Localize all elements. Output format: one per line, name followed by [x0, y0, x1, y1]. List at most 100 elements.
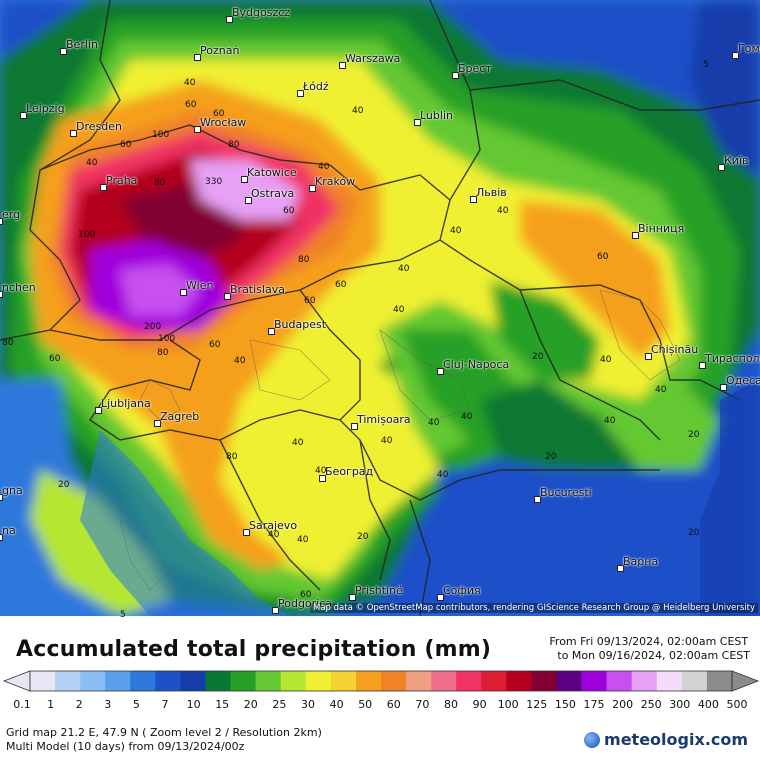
city-label: Kraków [315, 175, 356, 188]
city-label: Ostrava [251, 187, 295, 200]
city-marker [194, 126, 201, 133]
city-label: Львів [476, 186, 507, 199]
city-marker [297, 90, 304, 97]
contour-value: 80 [2, 338, 14, 348]
city-marker [617, 565, 624, 572]
legend-label: 200 [612, 698, 634, 711]
legend-swatch [406, 671, 432, 691]
city-label: Poznań [200, 44, 240, 57]
legend-swatch [506, 671, 532, 691]
city-label: Zagreb [160, 410, 200, 423]
contour-value: 60 [209, 340, 221, 350]
legend-label: 20 [243, 698, 258, 711]
legend-swatch [531, 671, 557, 691]
city-marker [720, 384, 727, 391]
legend-swatch [631, 671, 658, 691]
city-label: Wien [186, 279, 214, 292]
contour-value: 80 [298, 255, 310, 265]
grid-coordinates: Grid map 21.2 E, 47.9 N ( Zoom level 2 /… [6, 726, 322, 739]
city-marker [437, 594, 444, 601]
legend-label: 250 [640, 698, 662, 711]
contour-value: 40 [604, 416, 616, 426]
contour-value: 80 [228, 140, 240, 150]
contour-value: 40 [398, 264, 410, 274]
contour-value: 40 [381, 436, 393, 446]
legend-label: 10 [186, 698, 201, 711]
legend-label: 400 [697, 698, 719, 711]
contour-value: 40 [297, 535, 309, 545]
city-label: Wrocław [200, 116, 247, 129]
legend-swatch [556, 671, 582, 691]
contour-value: 60 [304, 296, 316, 306]
city-marker [645, 353, 652, 360]
legend-swatch [305, 671, 332, 691]
contour-value: 40 [437, 470, 449, 480]
map-attribution[interactable]: Map data © OpenStreetMap contributors, r… [310, 603, 758, 613]
city-label: Timișoara [357, 413, 411, 426]
city-marker [0, 494, 3, 501]
city-marker [70, 130, 77, 137]
city-marker [60, 48, 67, 55]
city-marker [351, 423, 358, 430]
legend-label: 15 [215, 698, 230, 711]
contour-value: 20 [688, 528, 700, 538]
grid-info: Grid map 21.2 E, 47.9 N ( Zoom level 2 /… [6, 726, 322, 754]
legend-label: 300 [669, 698, 691, 711]
legend-swatch [105, 671, 131, 691]
legend-swatch [30, 671, 56, 691]
city-marker [245, 197, 252, 204]
contour-value: 60 [300, 590, 312, 600]
city-marker [699, 362, 706, 369]
city-marker [20, 112, 27, 119]
city-label: Budapest [274, 318, 327, 331]
legend-swatch [55, 671, 81, 691]
city-label: Bratislava [230, 283, 285, 296]
legend-label: 175 [583, 698, 605, 711]
legend-label: 2 [75, 698, 83, 711]
city-label: nchen [2, 281, 36, 294]
precip-field [0, 0, 760, 616]
city-marker [0, 218, 3, 225]
legend-swatch [606, 671, 633, 691]
city-label: Chișinău [651, 343, 699, 356]
city-marker [0, 534, 3, 541]
contour-value: 200 [144, 322, 162, 332]
model-info: Multi Model (10 days) from 09/13/2024/00… [6, 740, 245, 753]
contour-value: 40 [655, 385, 667, 395]
legend-swatch [80, 671, 106, 691]
contour-value: 40 [234, 356, 246, 366]
legend-label: 60 [386, 698, 401, 711]
legend-swatch [280, 671, 307, 691]
city-label: Lublin [420, 109, 453, 122]
city-label: gna [2, 484, 23, 497]
city-label: București [540, 486, 592, 499]
city-label: Београд [325, 465, 374, 478]
contour-value: 60 [49, 354, 61, 364]
contour-value: 40 [497, 206, 509, 216]
city-marker [226, 16, 233, 23]
contour-value: 40 [86, 158, 98, 168]
precipitation-map[interactable] [0, 0, 760, 616]
legend-label: 7 [161, 698, 169, 711]
contour-value: 80 [226, 452, 238, 462]
legend-label: 0.1 [13, 698, 31, 711]
city-label: Одеса [726, 374, 760, 387]
contour-value: 40 [318, 162, 330, 172]
contour-value: 100 [152, 130, 170, 140]
meteologix-logo[interactable]: meteologix.com [584, 730, 748, 749]
legend-label: 25 [272, 698, 287, 711]
city-marker [241, 176, 248, 183]
city-marker [452, 72, 459, 79]
contour-value: 20 [545, 452, 557, 462]
legend-swatch [456, 671, 482, 691]
city-label: Тирасполь [705, 352, 760, 365]
legend-label: 100 [497, 698, 519, 711]
globe-icon [584, 731, 601, 748]
city-marker [732, 52, 739, 59]
legend-swatch [255, 671, 282, 691]
legend-swatch [681, 671, 708, 691]
city-marker [100, 184, 107, 191]
legend-swatch [155, 671, 181, 691]
contour-value: 80 [157, 348, 169, 358]
